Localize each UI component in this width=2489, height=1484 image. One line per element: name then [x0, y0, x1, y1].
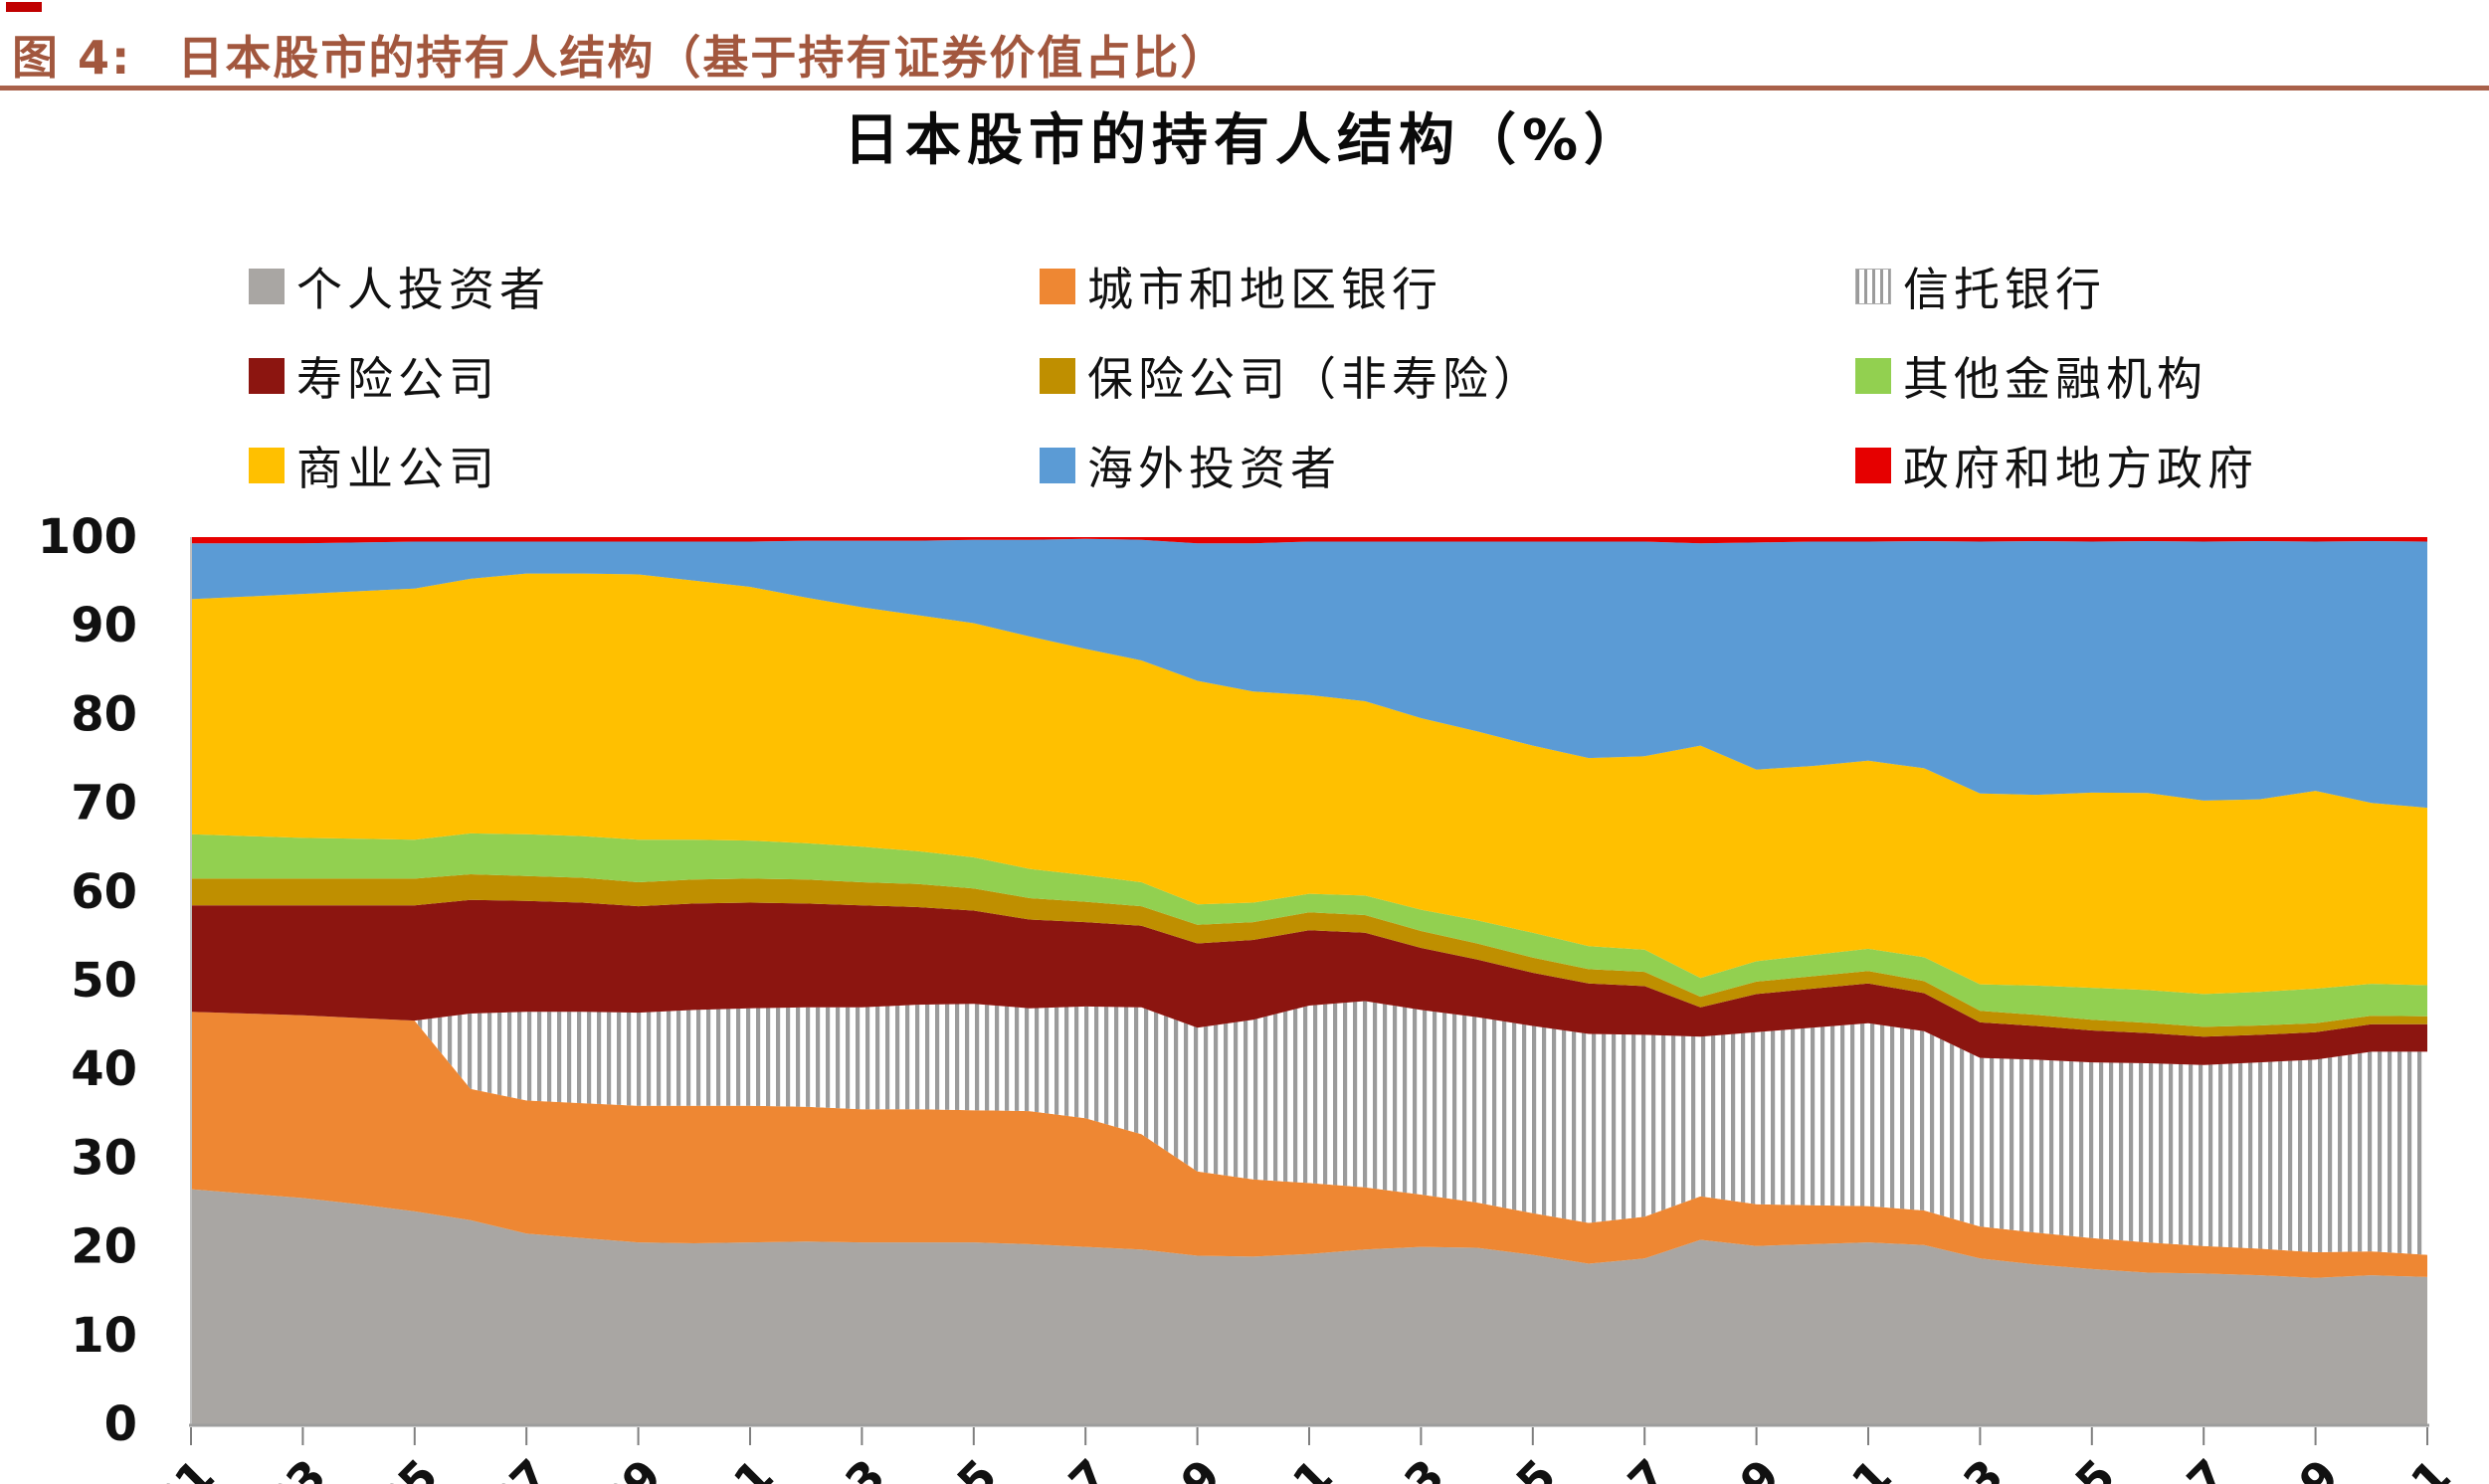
legend-label: 个人投资者: [296, 263, 550, 316]
x-tick-label: 1987: [432, 1449, 560, 1484]
legend-swatch-icon: [249, 448, 285, 483]
y-tick-label: 60: [71, 864, 137, 920]
y-tick-label: 40: [71, 1041, 137, 1097]
chart-legend: 个人投资者 城市和地区银行 信托银行寿险公司 保险公司（非寿险） 其他金融机构商业公司 海…: [0, 0, 2489, 537]
area-series-3: [191, 899, 2427, 1065]
legend-swatch-icon: [1040, 358, 1075, 394]
legend-item-2: 信托银行: [1855, 255, 2106, 318]
area-series-1: [191, 1012, 2427, 1278]
legend-label: 保险公司（非寿险）: [1087, 352, 1544, 406]
x-tick-label: 1993: [767, 1449, 895, 1484]
legend-item-5: 其他金融机构: [1855, 344, 2207, 408]
legend-swatch-icon: [1855, 358, 1891, 394]
x-tick-label: 2003: [1326, 1449, 1454, 1484]
x-tick-label: 1995: [879, 1449, 1008, 1484]
legend-item-1: 城市和地区银行: [1040, 255, 1442, 318]
area-series-0: [191, 1189, 2427, 1424]
legend-label: 商业公司: [296, 442, 499, 495]
legend-swatch-icon: [249, 269, 285, 304]
legend-label: 寿险公司: [296, 352, 499, 406]
legend-label: 海外投资者: [1087, 442, 1341, 495]
area-series-5: [191, 833, 2427, 1027]
legend-item-7: 海外投资者: [1040, 434, 1341, 497]
legend-swatch-icon: [249, 358, 285, 394]
x-tick-label: 2011: [1774, 1449, 1902, 1484]
legend-item-0: 个人投资者: [249, 255, 550, 318]
x-tick-label: 2015: [1998, 1449, 2126, 1484]
legend-item-6: 商业公司: [249, 434, 499, 497]
y-tick-label: 30: [71, 1130, 137, 1186]
x-tick-label: 2017: [2109, 1449, 2237, 1484]
legend-swatch-icon: [1040, 448, 1075, 483]
y-tick-label: 80: [71, 686, 137, 742]
legend-label: 其他金融机构: [1903, 352, 2207, 406]
x-tick-label: 1983: [208, 1449, 336, 1484]
x-tick-label: 1989: [544, 1449, 672, 1484]
x-tick-label: 1991: [656, 1449, 784, 1484]
x-tick-label: 1999: [1103, 1449, 1232, 1484]
y-tick-label: 20: [71, 1219, 137, 1275]
area-series-8: [191, 537, 2427, 544]
x-tick-label: 2009: [1662, 1449, 1791, 1484]
x-tick-label: 2021: [2333, 1449, 2461, 1484]
figure-caption-text: 日本股市的持有人结构（基于持有证券价值占比）: [177, 31, 1229, 85]
x-tick-label: 2001: [1215, 1449, 1343, 1484]
caption-divider: [0, 86, 2489, 91]
x-tick-label: 2007: [1550, 1449, 1678, 1484]
y-tick-label: 10: [71, 1308, 137, 1364]
x-tick-label: 1985: [320, 1449, 449, 1484]
chart-title: 日本股市的持有人结构（%）: [843, 108, 1646, 173]
legend-item-3: 寿险公司: [249, 344, 499, 408]
area-series-7: [191, 538, 2427, 809]
figure-caption-number: 图 4:: [12, 31, 132, 85]
legend-label: 城市和地区银行: [1087, 263, 1442, 316]
x-tick-label: 2013: [1885, 1449, 2013, 1484]
y-tick-label: 50: [71, 953, 137, 1009]
x-tick-label: 2005: [1438, 1449, 1567, 1484]
legend-swatch-icon: [1855, 448, 1891, 483]
y-tick-label: 100: [38, 509, 137, 565]
legend-item-4: 保险公司（非寿险）: [1040, 344, 1544, 408]
area-series-4: [191, 874, 2427, 1037]
x-tick-label: 1997: [991, 1449, 1119, 1484]
legend-label: 政府和地方政府: [1903, 442, 2258, 495]
y-tick-label: 0: [104, 1396, 137, 1452]
area-series-6: [191, 573, 2427, 995]
legend-swatch-icon: [1040, 269, 1075, 304]
figure-caption: 图 4: 日本股市的持有人结构（基于持有证券价值占比）: [12, 22, 2479, 88]
page-top-marker: [6, 2, 42, 12]
y-tick-label: 70: [71, 776, 137, 832]
area-series-2: [191, 1001, 2427, 1255]
y-tick-label: 90: [71, 598, 137, 653]
x-tick-label: 2019: [2221, 1449, 2350, 1484]
legend-label: 信托银行: [1903, 263, 2106, 316]
legend-item-8: 政府和地方政府: [1855, 434, 2258, 497]
legend-swatch-icon: [1855, 269, 1891, 304]
x-tick-label: 1981: [96, 1449, 225, 1484]
